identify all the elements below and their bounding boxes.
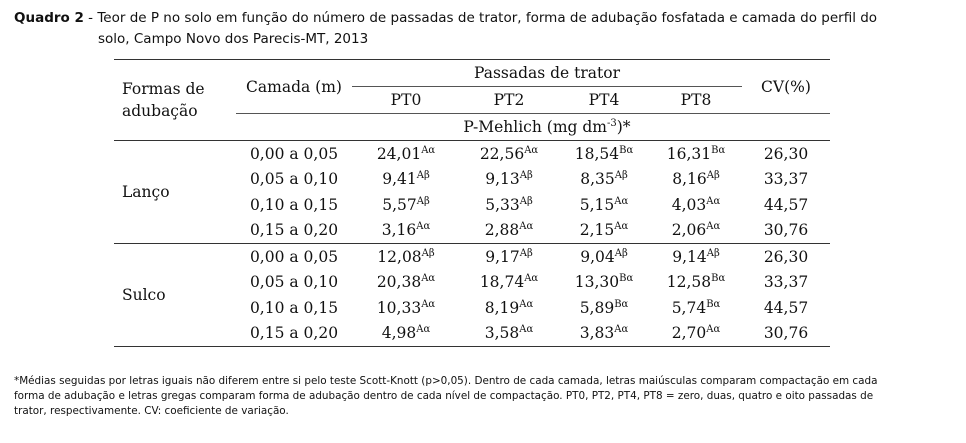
camada-cell: 0,15 a 0,20 xyxy=(236,217,352,244)
table-caption: Quadro 2 - Teor de P no solo em função d… xyxy=(14,8,954,50)
pt4-cell: 9,04Aβ xyxy=(580,247,628,266)
cv-cell: 30,76 xyxy=(742,217,830,244)
pt0-cell: 24,01Aα xyxy=(376,144,436,163)
pt2-cell: 18,74Aα xyxy=(479,273,539,292)
header-pt4: PT4 xyxy=(558,86,650,114)
pt0-cell: 9,41Aβ xyxy=(382,170,430,189)
data-table: Formas de adubação Camada (m) Passadas d… xyxy=(114,59,830,347)
cv-cell: 30,76 xyxy=(742,320,830,347)
camada-cell: 0,05 a 0,10 xyxy=(249,273,339,292)
table-row: 0,05 a 0,10 20,38Aα 18,74Aα 13,30Bα 12,58Bα 3… xyxy=(114,270,830,296)
header-pt8: PT8 xyxy=(650,86,742,114)
pt4-cell: 3,83Aα xyxy=(558,320,650,347)
pt0-cell: 5,57Aβ xyxy=(382,195,430,214)
caption-text-line2: solo, Campo Novo dos Parecis-MT, 2013 xyxy=(98,31,369,47)
pt8-cell: 2,70Aα xyxy=(650,320,742,347)
table-row: 0,05 a 0,10 9,41Aβ 9,13Aβ 8,35Aβ 8,16Aβ 33,37 xyxy=(114,167,830,193)
pt2-cell: 2,88Aα xyxy=(460,217,558,244)
camada-cell: 0,15 a 0,20 xyxy=(236,320,352,347)
pt4-cell: 18,54Bα xyxy=(574,144,634,163)
header-pt0: PT0 xyxy=(352,86,460,114)
pt4-cell: 8,35Aβ xyxy=(580,170,628,189)
cv-cell: 44,57 xyxy=(763,298,809,317)
group-label: Sulco xyxy=(114,243,236,347)
pt8-cell: 4,03Aα xyxy=(671,195,721,214)
footnote-line: *Médias seguidas por letras iguais não d… xyxy=(14,375,878,387)
pt8-cell: 12,58Bα xyxy=(666,273,726,292)
footnote-line: forma de adubação e letras gregas compar… xyxy=(14,390,874,402)
header-pt2: PT2 xyxy=(460,86,558,114)
header-camada: Camada (m) xyxy=(236,59,352,114)
pt0-cell: 10,33Aα xyxy=(376,298,436,317)
pt4-cell: 5,15Aα xyxy=(579,195,629,214)
header-cv: CV(%) xyxy=(742,59,830,114)
pt0-cell: 3,16Aα xyxy=(352,217,460,244)
pt8-cell: 8,16Aβ xyxy=(672,170,720,189)
pt2-cell: 8,19Aα xyxy=(484,298,534,317)
camada-cell: 0,05 a 0,10 xyxy=(249,170,339,189)
pt4-cell: 5,89Bα xyxy=(579,298,629,317)
caption-text-line1: - Teor de P no solo em função do número … xyxy=(83,10,878,26)
camada-cell: 0,10 a 0,15 xyxy=(249,195,339,214)
camada-cell: 0,10 a 0,15 xyxy=(249,298,339,317)
header-unit: P-Mehlich (mg dm-3)* xyxy=(352,113,742,141)
cv-cell: 33,37 xyxy=(763,170,809,189)
caption-label: Quadro 2 xyxy=(14,10,84,26)
pt2-cell: 9,13Aβ xyxy=(485,170,533,189)
pt0-cell: 12,08Aβ xyxy=(377,247,435,266)
footnote-line: trator, respectivamente. CV: coeficiente… xyxy=(14,405,289,417)
header-passadas: Passadas de trator xyxy=(352,59,742,87)
pt8-cell: 2,06Aα xyxy=(650,217,742,244)
camada-cell: 0,00 a 0,05 xyxy=(249,144,339,163)
pt2-cell: 22,56Aα xyxy=(479,144,539,163)
pt4-cell: 2,15Aα xyxy=(558,217,650,244)
table-row: 0,10 a 0,15 5,57Aβ 5,33Aβ 5,15Aα 4,03Aα 44,57 xyxy=(114,192,830,218)
pt8-cell: 9,14Aβ xyxy=(672,247,720,266)
table-row: Sulco 0,00 a 0,05 12,08Aβ 9,17Aβ 9,04Aβ 9,14A… xyxy=(114,243,830,347)
pt0-cell: 4,98Aα xyxy=(352,320,460,347)
cv-cell: 26,30 xyxy=(763,144,809,163)
pt8-cell: 5,74Bα xyxy=(671,298,721,317)
camada-cell: 0,00 a 0,05 xyxy=(249,247,339,266)
pt2-cell: 9,17Aβ xyxy=(485,247,533,266)
table-row: 0,15 a 0,20 4,98Aα 3,58Aα 3,83Aα 2,70Aα 30,76 xyxy=(114,320,830,347)
pt4-cell: 13,30Bα xyxy=(574,273,634,292)
cv-cell: 33,37 xyxy=(763,273,809,292)
group-label: Lanço xyxy=(114,140,236,244)
pt2-cell: 5,33Aβ xyxy=(485,195,533,214)
table-row: 0,15 a 0,20 3,16Aα 2,88Aα 2,15Aα 2,06Aα 30,76 xyxy=(114,217,830,244)
table-row: 0,10 a 0,15 10,33Aα 8,19Aα 5,89Bα 5,74Bα 44,5… xyxy=(114,295,830,321)
pt0-cell: 20,38Aα xyxy=(376,273,436,292)
cv-cell: 44,57 xyxy=(763,195,809,214)
table-footnote: *Médias seguidas por letras iguais não d… xyxy=(14,374,954,419)
pt8-cell: 16,31Bα xyxy=(666,144,726,163)
header-formas: Formas de adubação xyxy=(114,59,236,141)
table-row: Lanço 0,00 a 0,05 24,01Aα 22,56Aα 18,54Bα 16,… xyxy=(114,140,830,244)
pt2-cell: 3,58Aα xyxy=(460,320,558,347)
cv-cell: 26,30 xyxy=(763,247,809,266)
